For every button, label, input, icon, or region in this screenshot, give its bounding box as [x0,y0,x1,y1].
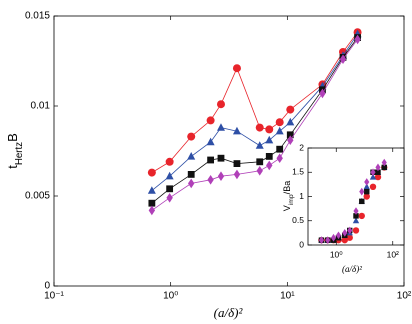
marker [147,186,156,194]
x-tick-label: 10² [397,291,412,302]
marker [217,171,225,181]
y-axis-label-part: Hertz [14,142,25,165]
marker [374,173,382,181]
marker [166,193,173,203]
y-tick-label: 0.015 [25,11,50,22]
y-tick-label: 0.01 [31,101,51,112]
marker [233,160,241,167]
marker [148,199,156,207]
marker [255,141,264,149]
y-axis-label-part: B [5,133,20,142]
marker [187,132,196,141]
marker [188,178,195,189]
y-tick-label: 0 [44,281,50,292]
marker [335,231,342,240]
marker [363,183,370,190]
marker [347,226,353,235]
marker [147,168,156,177]
marker [369,173,377,180]
marker [148,205,156,216]
marker [287,135,294,145]
x-tick-label: 10⁰ [330,249,343,259]
marker [286,131,294,139]
marker [206,137,215,146]
marker [216,100,225,109]
marker [330,233,337,242]
y-axis-label: Vimp/Ba [282,181,295,211]
marker [381,158,387,167]
x-tick-label: 10¹ [280,291,295,302]
y-tick-label: 1 [299,191,304,201]
marker [207,175,214,185]
marker [275,118,284,127]
marker [325,236,331,244]
marker [353,207,359,215]
marker [318,236,325,244]
marker [353,213,359,219]
y-axis-label: tHertzB [5,133,25,169]
y-axis-label-part: t [5,165,20,169]
marker [381,164,387,171]
marker [341,236,348,244]
marker [256,158,264,166]
marker [342,229,348,237]
marker [276,145,284,153]
marker [232,64,241,73]
marker [233,169,241,180]
x-tick-label: 10⁻¹ [44,291,64,302]
y-tick-label: 0.5 [292,215,304,225]
marker [363,193,370,200]
marker [255,123,264,132]
marker [187,171,195,178]
marker [207,156,215,164]
marker [165,171,174,180]
marker [369,183,377,190]
y-tick-label: 0.005 [25,191,50,202]
marker [286,105,295,114]
marker [359,187,365,196]
y-tick-label: 0 [299,239,304,249]
marker [364,178,370,186]
x-axis-label: (a/δ)² [214,305,244,320]
marker [265,135,274,144]
marker [166,185,174,193]
marker [256,166,263,176]
marker [206,116,215,125]
y-axis-label-part: V [282,205,292,211]
marker [165,157,174,166]
y-axis-label-part: /Ba [282,181,292,195]
marker [359,198,365,205]
x-tick-label: 10² [387,249,399,259]
marker [352,227,360,234]
marker [375,163,381,172]
marker [275,126,284,135]
marker [265,125,274,134]
marker [364,188,370,195]
marker [232,126,241,135]
x-tick-label: 10⁰ [163,291,178,302]
x-axis-label: (a/δ)² [342,264,362,274]
marker [276,153,283,163]
marker [339,54,347,64]
marker [319,88,326,99]
y-tick-label: 2 [299,142,304,152]
marker [352,217,360,224]
marker [358,212,365,220]
marker [217,154,225,162]
marker [187,152,196,160]
marker [216,123,225,131]
marker [375,169,381,175]
marker [266,160,273,171]
marker [346,234,353,241]
y-tick-label: 1.5 [292,167,304,177]
marker [370,168,376,177]
marker [265,153,273,160]
y-axis-label-part: imp [288,194,295,205]
marker [354,34,361,45]
marker [286,117,295,126]
